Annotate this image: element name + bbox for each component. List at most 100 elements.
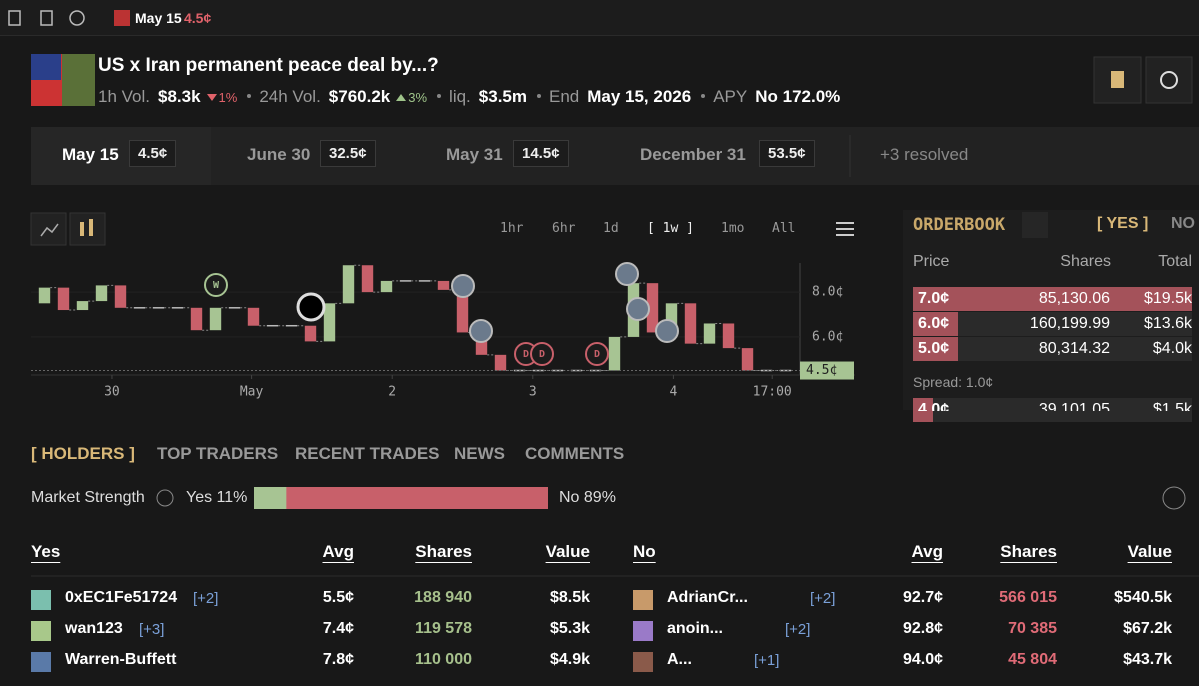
stat-value: $8.3k bbox=[158, 87, 201, 106]
holders-column[interactable]: Value bbox=[545, 542, 590, 561]
holder-shares: 119 578 bbox=[415, 620, 472, 637]
strength-no: No 89% bbox=[559, 489, 616, 506]
stat-change: 1% bbox=[218, 89, 238, 105]
holders-column[interactable]: Avg bbox=[911, 542, 944, 561]
candle bbox=[228, 307, 241, 309]
candle-chart-button[interactable] bbox=[69, 212, 106, 246]
candle bbox=[247, 307, 260, 326]
stat-value: No 172.0% bbox=[755, 87, 841, 106]
holders-column[interactable]: Avg bbox=[322, 542, 355, 561]
orderbook-cell: $19.5k bbox=[1143, 290, 1192, 307]
candle bbox=[684, 303, 697, 344]
orderbook-side[interactable]: [ YES ] bbox=[1097, 215, 1149, 232]
expand-button[interactable] bbox=[1022, 212, 1048, 238]
holder-name[interactable]: Warren-Buffett bbox=[65, 651, 177, 668]
candle bbox=[608, 336, 621, 371]
candle bbox=[285, 324, 298, 327]
section-tab[interactable]: NEWS bbox=[454, 444, 505, 463]
holders-column[interactable]: Value bbox=[1127, 542, 1172, 561]
holder-tag: [+2] bbox=[810, 590, 836, 607]
strength-yes-bar bbox=[254, 487, 287, 509]
candle bbox=[475, 332, 488, 355]
section-tab[interactable]: [ HOLDERS ] bbox=[31, 444, 135, 463]
timeframe[interactable]: 1mo bbox=[721, 221, 745, 236]
marker-label: D bbox=[594, 349, 600, 360]
holder-name[interactable]: 0xEC1Fe51724 bbox=[65, 589, 178, 606]
stats: 1h Vol. $8.3k 1% 24h Vol. $760.2k 3% liq. $3.5m… bbox=[98, 87, 840, 107]
holders-column[interactable]: Shares bbox=[415, 542, 472, 561]
outcome-name[interactable]: June 30 bbox=[247, 145, 311, 164]
marker bbox=[296, 292, 326, 322]
candle bbox=[665, 303, 678, 333]
holder-avg: 7.8¢ bbox=[322, 651, 354, 668]
doc-icon[interactable] bbox=[40, 10, 53, 26]
holder-name[interactable]: A... bbox=[667, 651, 692, 668]
candle bbox=[494, 354, 507, 371]
outcome-name[interactable]: May 31 bbox=[446, 145, 503, 164]
depth-bar-fill bbox=[913, 312, 958, 336]
section-tab[interactable]: RECENT TRADES bbox=[295, 444, 440, 463]
history-icon[interactable] bbox=[69, 10, 85, 26]
holder-shares: 45 804 bbox=[1008, 651, 1057, 668]
x-tick-label: 2 bbox=[388, 385, 396, 400]
candle bbox=[76, 301, 89, 311]
holder-value: $5.3k bbox=[549, 620, 590, 637]
market-image-part bbox=[62, 54, 95, 106]
outcome-name[interactable]: December 31 bbox=[640, 145, 746, 164]
orderbook-cell: 4.0¢ bbox=[918, 401, 950, 418]
marker-label: D bbox=[523, 349, 529, 360]
tab-label[interactable]: May 15 bbox=[135, 10, 182, 26]
link-button[interactable] bbox=[1145, 56, 1193, 104]
orderbook-cell: 80,314.32 bbox=[1038, 340, 1110, 357]
bookmark-icon[interactable] bbox=[8, 10, 21, 26]
avatar-marker bbox=[626, 297, 650, 321]
section-tab[interactable]: TOP TRADERS bbox=[157, 444, 279, 463]
x-tick-label: 4 bbox=[669, 385, 677, 400]
candle bbox=[38, 287, 51, 304]
orderbook-cell: $4.0k bbox=[1152, 340, 1192, 357]
outcome-strip bbox=[31, 127, 1199, 185]
holder-value: $8.5k bbox=[549, 589, 590, 606]
outcome-price: 53.5¢ bbox=[759, 140, 815, 167]
section-tab[interactable]: COMMENTS bbox=[525, 444, 625, 463]
candle bbox=[361, 265, 374, 293]
timeframe[interactable]: 1d bbox=[603, 221, 619, 236]
stat-label: liq. bbox=[449, 87, 471, 106]
flag-icon bbox=[114, 10, 130, 26]
strength-label: Market Strength bbox=[31, 489, 145, 506]
outcome-selected[interactable] bbox=[31, 127, 211, 185]
holders-column[interactable]: Shares bbox=[1000, 542, 1057, 561]
settings-circle[interactable] bbox=[1162, 486, 1186, 510]
orderbook-side[interactable]: NO bbox=[1171, 215, 1195, 232]
timeframe[interactable]: 1hr bbox=[500, 221, 524, 236]
timeframe[interactable]: 6hr bbox=[552, 221, 576, 236]
holders-column[interactable]: Yes bbox=[31, 542, 61, 561]
settings-icon[interactable] bbox=[836, 222, 854, 236]
strength-bar bbox=[254, 487, 548, 509]
timeframe[interactable]: All bbox=[772, 221, 796, 236]
marker bbox=[585, 342, 609, 366]
holders-column[interactable]: No bbox=[633, 542, 656, 561]
spread: Spread: 1.0¢ bbox=[913, 374, 994, 390]
orderbook-cell: 5.0¢ bbox=[918, 340, 950, 357]
holder-value: $4.9k bbox=[549, 651, 590, 668]
stat-label: 24h Vol. bbox=[259, 87, 321, 106]
candle bbox=[266, 324, 279, 327]
strength-yes: Yes 11% bbox=[186, 489, 248, 506]
holder-name[interactable]: AdrianCr... bbox=[667, 589, 748, 606]
holder-name[interactable]: anoin... bbox=[667, 620, 723, 637]
orderbook-column: Shares bbox=[1060, 253, 1111, 270]
separator bbox=[247, 93, 252, 98]
holder-name[interactable]: wan123 bbox=[65, 620, 123, 637]
timeframe[interactable]: [ 1w ] bbox=[647, 221, 694, 236]
avatar-marker bbox=[451, 274, 475, 298]
outcome-name[interactable]: May 15 bbox=[62, 145, 119, 164]
holder-value: $540.5k bbox=[1114, 589, 1172, 606]
candle bbox=[532, 369, 545, 372]
resolved[interactable]: +3 resolved bbox=[880, 145, 969, 164]
info-icon[interactable] bbox=[156, 489, 174, 507]
stat-value: $760.2k bbox=[328, 87, 391, 106]
orderbook-cell: $1.5k bbox=[1152, 401, 1192, 418]
